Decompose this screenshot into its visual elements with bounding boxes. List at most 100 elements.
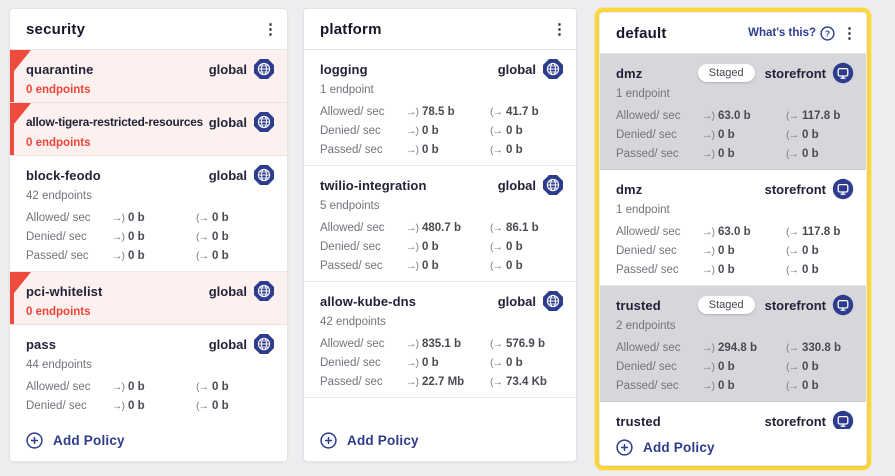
tier-label: storefront <box>764 181 826 197</box>
arrow-out-icon: (→ <box>786 244 799 257</box>
policy-name: trusted <box>616 413 661 429</box>
policy-name: dmz <box>616 181 643 197</box>
kebab-menu-icon[interactable]: ⋮ <box>263 20 278 38</box>
policy-card[interactable]: logging global 1 endpoint Allowed/ sec →… <box>304 50 576 166</box>
staged-badge: Staged <box>697 64 755 82</box>
arrow-out-icon: (→ <box>490 337 503 350</box>
global-icon <box>254 281 274 301</box>
policy-card-list: quarantine global 0 endpoints allow-tige… <box>10 50 287 419</box>
storefront-icon <box>832 294 854 316</box>
arrow-out-icon: (→ <box>196 419 209 420</box>
arrow-in-icon: →) <box>112 399 125 412</box>
tier-label: global <box>208 167 247 183</box>
stat-out-value: 41.7 b <box>506 105 539 118</box>
svg-text:?: ? <box>825 28 830 38</box>
stat-in-value: 835.1 b <box>422 337 461 350</box>
tier-label: global <box>208 283 247 299</box>
traffic-stats: Allowed/ sec →) 835.1 b (→ 576.9 b Denie… <box>320 334 564 391</box>
stat-label: Denied/ sec <box>26 230 87 243</box>
policy-name: dmz <box>616 65 643 81</box>
arrow-in-icon: →) <box>406 375 419 388</box>
stat-out-value: 73.4 Kb <box>506 375 547 388</box>
stat-row: Allowed/ sec →) 294.8 b (→ 330.8 b <box>616 338 854 357</box>
add-policy-button[interactable]: Add Policy <box>304 419 576 461</box>
traffic-stats: Allowed/ sec →) 78.5 b (→ 41.7 b Denied/… <box>320 102 564 159</box>
kebab-menu-icon[interactable]: ⋮ <box>552 20 567 38</box>
stat-label: Denied/ sec <box>320 124 381 137</box>
stat-row: Passed/ sec →) 0 b (→ 0 b <box>616 376 854 395</box>
policy-card[interactable]: block-feodo global 42 endpoints Allowed/… <box>10 156 287 272</box>
column-title: security <box>26 20 86 38</box>
policy-card[interactable]: quarantine global 0 endpoints <box>10 50 287 103</box>
policy-card[interactable]: twilio-integration global 5 endpoints Al… <box>304 166 576 282</box>
stat-row: Denied/ sec →) 0 b (→ 0 b <box>320 121 564 140</box>
arrow-in-icon: →) <box>112 380 125 393</box>
policy-name: twilio-integration <box>320 177 427 193</box>
arrow-out-icon: (→ <box>490 240 503 253</box>
arrow-in-icon: →) <box>406 221 419 234</box>
stat-out-value: 117.8 b <box>802 225 841 238</box>
stat-row: Allowed/ sec →) 835.1 b (→ 576.9 b <box>320 334 564 353</box>
policy-name: allow-kube-dns <box>320 293 417 309</box>
arrow-in-icon: →) <box>406 259 419 272</box>
arrow-out-icon: (→ <box>196 399 209 412</box>
whats-this-link[interactable]: What's this? ? <box>748 25 835 41</box>
stat-in-value: 0 b <box>718 360 735 373</box>
add-policy-button[interactable]: Add Policy <box>10 419 287 461</box>
arrow-in-icon: →) <box>702 225 715 238</box>
arrow-in-icon: →) <box>406 337 419 350</box>
stat-label: Passed/ sec <box>320 143 383 156</box>
help-icon: ? <box>820 25 835 41</box>
stat-out-value: 0 b <box>506 124 523 137</box>
arrow-in-icon: →) <box>702 379 715 392</box>
add-policy-button[interactable]: Add Policy <box>600 429 866 465</box>
stat-row: Denied/ sec →) 0 b (→ 0 b <box>616 125 854 144</box>
storefront-icon <box>832 410 854 429</box>
arrow-in-icon: →) <box>406 124 419 137</box>
arrow-in-icon: →) <box>406 105 419 118</box>
policy-card[interactable]: trusted Staged storefront 2 endpoints Al… <box>600 286 866 402</box>
tier-panel-header: security ⋮ <box>10 9 287 50</box>
stat-row: Passed/ sec →) 22.7 Mb (→ 22.7 Mb <box>26 415 275 420</box>
stat-out-value: 0 b <box>212 211 229 224</box>
arrow-in-icon: →) <box>702 341 715 354</box>
kebab-menu-icon[interactable]: ⋮ <box>842 24 857 42</box>
stat-out-value: 0 b <box>506 259 523 272</box>
plus-circle-icon <box>320 431 337 449</box>
policy-card[interactable]: dmz storefront 1 endpoint Allowed/ sec →… <box>600 170 866 286</box>
global-icon <box>543 175 563 195</box>
stat-label: Passed/ sec <box>616 263 679 276</box>
stat-row: Denied/ sec →) 0 b (→ 0 b <box>26 227 275 246</box>
stat-in-value: 294.8 b <box>718 341 757 354</box>
policy-card[interactable]: allow-tigera-restricted-resources global… <box>10 103 287 156</box>
stat-label: Allowed/ sec <box>26 380 91 393</box>
arrow-in-icon: →) <box>702 360 715 373</box>
stat-in-value: 0 b <box>718 379 735 392</box>
policy-card[interactable]: allow-kube-dns global 42 endpoints Allow… <box>304 282 576 398</box>
stat-in-value: 0 b <box>422 259 439 272</box>
policy-card[interactable]: pci-whitelist global 0 endpoints <box>10 272 287 325</box>
policy-card[interactable]: trusted storefront <box>600 402 866 429</box>
tier-label: global <box>208 114 247 130</box>
stat-in-value: 63.0 b <box>718 225 751 238</box>
stat-row: Denied/ sec →) 0 b (→ 0 b <box>26 396 275 415</box>
stat-label: Allowed/ sec <box>616 225 681 238</box>
endpoint-count: 1 endpoint <box>616 204 670 216</box>
traffic-stats: Allowed/ sec →) 294.8 b (→ 330.8 b Denie… <box>616 338 854 395</box>
endpoint-count: 42 endpoints <box>320 316 386 328</box>
stat-row: Allowed/ sec →) 0 b (→ 0 b <box>26 377 275 396</box>
stat-in-value: 480.7 b <box>422 221 461 234</box>
arrow-in-icon: →) <box>112 249 125 262</box>
arrow-in-icon: →) <box>702 244 715 257</box>
arrow-in-icon: →) <box>702 263 715 276</box>
stat-in-value: 0 b <box>422 240 439 253</box>
tier-panel: default What's this? ? ⋮ dmz Staged <box>599 12 867 466</box>
stat-label: Allowed/ sec <box>320 337 385 350</box>
policy-card[interactable]: pass global 44 endpoints Allowed/ sec →) <box>10 325 287 419</box>
stat-out-value: 86.1 b <box>506 221 539 234</box>
stat-row: Passed/ sec →) 0 b (→ 0 b <box>26 246 275 265</box>
stat-label: Passed/ sec <box>616 147 679 160</box>
endpoint-count: 5 endpoints <box>320 200 380 212</box>
stat-in-value: 0 b <box>422 356 439 369</box>
policy-card[interactable]: dmz Staged storefront 1 endpoint Allowed… <box>600 54 866 170</box>
